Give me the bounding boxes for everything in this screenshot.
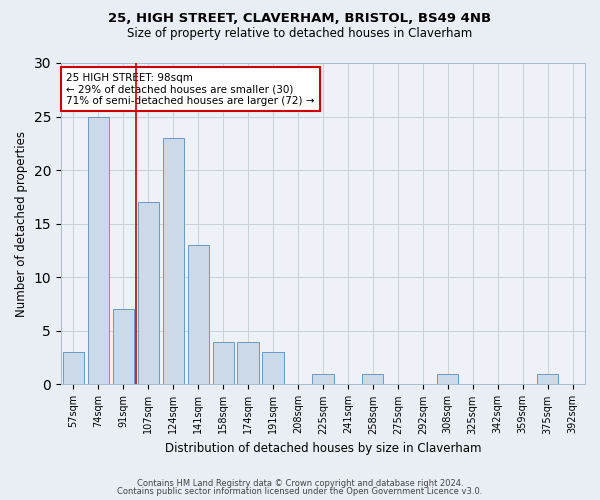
X-axis label: Distribution of detached houses by size in Claverham: Distribution of detached houses by size … <box>165 442 481 455</box>
Text: 25, HIGH STREET, CLAVERHAM, BRISTOL, BS49 4NB: 25, HIGH STREET, CLAVERHAM, BRISTOL, BS4… <box>109 12 491 26</box>
Bar <box>212 342 234 384</box>
Bar <box>262 352 284 384</box>
Bar <box>137 202 159 384</box>
Bar <box>437 374 458 384</box>
Bar <box>313 374 334 384</box>
Text: 25 HIGH STREET: 98sqm
← 29% of detached houses are smaller (30)
71% of semi-deta: 25 HIGH STREET: 98sqm ← 29% of detached … <box>66 72 314 106</box>
Bar <box>362 374 383 384</box>
Text: Contains public sector information licensed under the Open Government Licence v3: Contains public sector information licen… <box>118 487 482 496</box>
Bar <box>163 138 184 384</box>
Bar <box>537 374 558 384</box>
Bar <box>188 245 209 384</box>
Bar <box>63 352 84 384</box>
Text: Size of property relative to detached houses in Claverham: Size of property relative to detached ho… <box>127 28 473 40</box>
Bar <box>113 310 134 384</box>
Y-axis label: Number of detached properties: Number of detached properties <box>15 130 28 316</box>
Bar <box>88 116 109 384</box>
Text: Contains HM Land Registry data © Crown copyright and database right 2024.: Contains HM Land Registry data © Crown c… <box>137 478 463 488</box>
Bar <box>238 342 259 384</box>
